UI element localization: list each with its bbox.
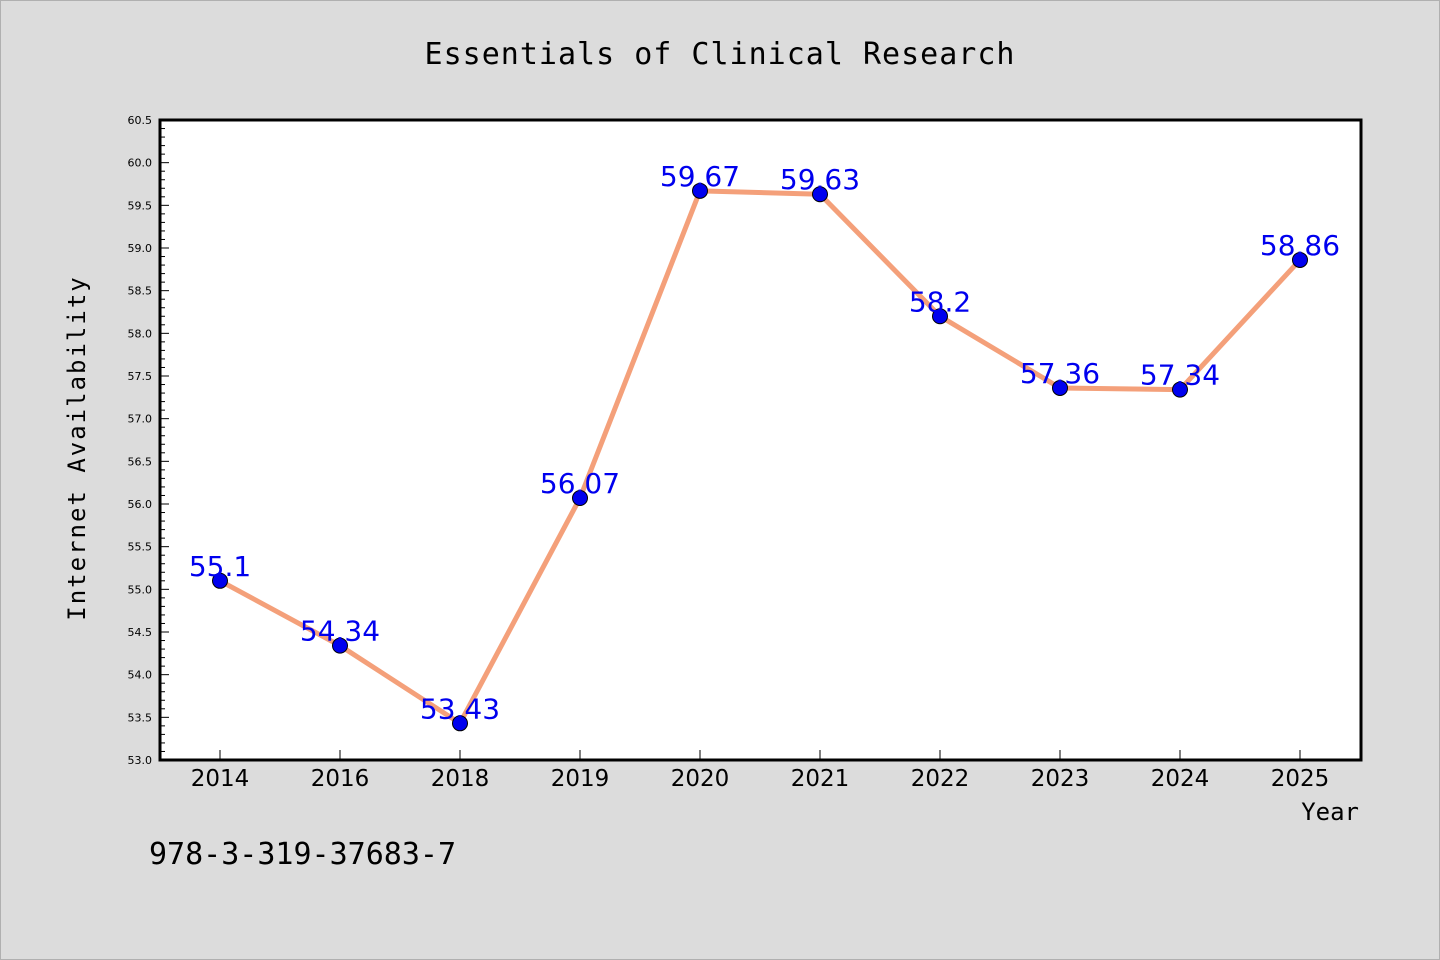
x-tick-label: 2018: [431, 766, 490, 792]
data-point: [212, 572, 228, 589]
data-point: [332, 637, 348, 654]
y-tick-label: 55.0: [128, 583, 153, 596]
data-label: 55.1: [189, 550, 251, 583]
x-tick-label: 2023: [1031, 766, 1090, 792]
data-label: 59.67: [660, 160, 740, 193]
y-tick-label: 54.0: [128, 669, 153, 682]
data-label: 53.43: [420, 692, 500, 725]
y-tick-label: 58.5: [128, 285, 153, 298]
y-tick-label: 56.5: [128, 455, 153, 468]
y-tick-label: 53.0: [128, 754, 153, 767]
data-label: 57.34: [1140, 359, 1220, 392]
x-tick-label: 2019: [551, 766, 610, 792]
data-label: 59.63: [780, 163, 860, 196]
plot-area: [158, 118, 1363, 762]
series-line: [217, 188, 1303, 726]
y-tick-label: 59.0: [128, 242, 153, 255]
data-label: 54.34: [300, 615, 380, 648]
x-axis-label: Year: [1301, 798, 1359, 826]
x-tick-label: 2021: [791, 766, 850, 792]
data-label: 57.36: [1020, 357, 1100, 390]
y-tick-label: 53.5: [128, 711, 153, 724]
data-label: 56.07: [540, 467, 620, 500]
series-layer: 55.1 54.34 53.43 56.07 59.67 59.63 58.2 57.36 57…: [189, 160, 1340, 732]
x-tick-label: 2022: [911, 766, 970, 792]
data-label: 58.86: [1260, 229, 1340, 262]
data-point: [692, 182, 708, 199]
data-point: [812, 186, 828, 203]
y-tick-label: 60.0: [128, 157, 153, 170]
x-tick-label: 2014: [191, 766, 250, 792]
y-tick-label: 60.5: [128, 114, 153, 127]
y-tick-label: 54.5: [128, 626, 153, 639]
y-tick-label: 57.5: [128, 370, 153, 383]
x-tick-label: 2020: [671, 766, 730, 792]
chart-title: Essentials of Clinical Research: [425, 37, 1016, 72]
y-tick-label: 59.5: [128, 199, 153, 212]
data-point: [452, 715, 468, 732]
data-label: 58.2: [909, 285, 971, 318]
data-point: [1292, 251, 1308, 268]
x-axis-ticks: 2014 2016 2018 2019 2020 2021 2022 2023 2024 2025: [191, 750, 1330, 792]
y-tick-label: 57.0: [128, 413, 153, 426]
data-point: [572, 490, 588, 507]
data-point: [1172, 381, 1188, 398]
y-tick-label: 55.5: [128, 541, 153, 554]
annotation-text: 978-3-319-37683-7: [149, 837, 456, 872]
data-point: [932, 308, 948, 325]
y-tick-label: 58.0: [128, 327, 153, 340]
y-tick-label: 56.0: [128, 498, 153, 511]
y-axis-ticks: 53.0 53.5 54.0 54.5 55.0 55.5 56.0 56.5 57.0 57.5…: [128, 114, 169, 767]
x-tick-label: 2024: [1151, 766, 1210, 792]
data-point: [1052, 379, 1068, 396]
x-tick-label: 2025: [1271, 766, 1330, 792]
y-axis-label: Internet Availability: [63, 275, 91, 620]
x-tick-label: 2016: [311, 766, 370, 792]
